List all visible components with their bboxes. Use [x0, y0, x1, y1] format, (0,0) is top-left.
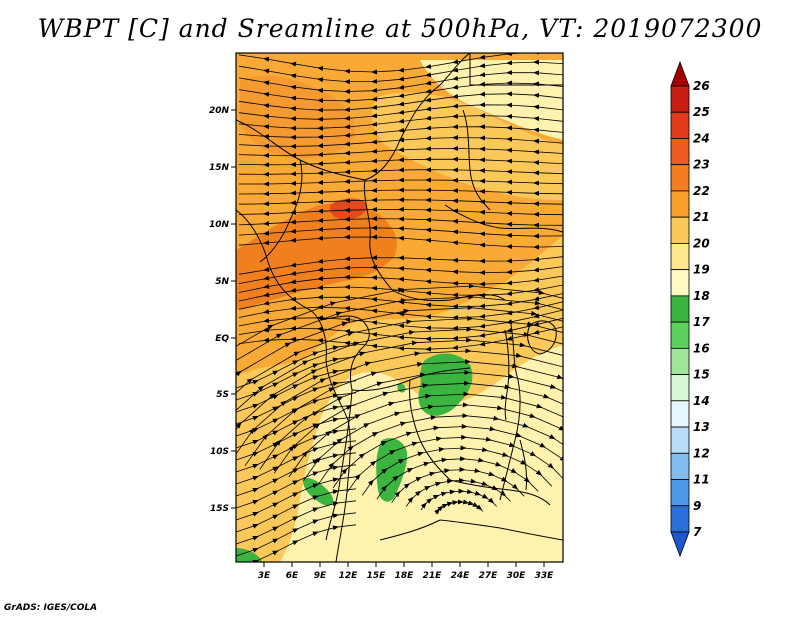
colorbar-label: 21: [693, 210, 710, 224]
lat-label-15s: 15S: [210, 504, 229, 514]
colorbar-segment: [670, 426, 690, 454]
border-line: [319, 315, 370, 391]
border-line: [444, 204, 563, 233]
lat-label-10s: 10S: [210, 447, 229, 457]
colorbar-segments: [670, 60, 690, 558]
border-line: [462, 109, 491, 211]
colorbar-segment: [670, 374, 690, 402]
colorbar-segment: [670, 216, 690, 244]
colorbar-segment: [670, 111, 690, 139]
colorbar-label: 20: [693, 236, 710, 250]
border-line: [379, 519, 441, 541]
lat-label-15n: 15N: [209, 163, 230, 173]
colorbar-label: 14: [693, 394, 710, 408]
streamline: [238, 187, 563, 197]
map-frame: [235, 52, 564, 563]
map-plot-area: [236, 53, 563, 562]
streamline: [239, 177, 563, 187]
colorbar-label: 26: [693, 79, 710, 93]
border-line: [449, 479, 551, 506]
lon-label-27e: 27E: [479, 571, 499, 581]
streamline: [252, 524, 357, 562]
colorbar-label: 11: [693, 473, 710, 487]
lat-label-eq: EQ: [215, 334, 229, 344]
longitude-axis: 3E 6E 9E 12E 15E 18E 21E 24E 27E 30E 33E: [258, 562, 554, 581]
colorbar-label: 16: [693, 341, 710, 355]
lat-label-5s: 5S: [216, 390, 229, 400]
border-line: [259, 159, 303, 263]
colorbar-label: 15: [693, 368, 710, 382]
colorbar-segment: [670, 243, 690, 271]
colorbar-label: 18: [693, 289, 710, 303]
lon-label-33e: 33E: [535, 571, 555, 581]
streamline: [238, 274, 563, 293]
lon-label-15e: 15E: [367, 571, 387, 581]
lon-label-3e: 3E: [258, 571, 271, 581]
colorbar-label: 25: [693, 105, 710, 119]
colorbar-label: 12: [693, 446, 710, 460]
colorbar-segment: [670, 85, 690, 113]
colorbar-segment: [670, 269, 690, 297]
colorbar-segment: [670, 190, 690, 218]
colorbar-segment: [670, 321, 690, 349]
streamline: [238, 197, 563, 207]
lat-label-20n: 20N: [209, 106, 230, 116]
colorbar-segment: [670, 479, 690, 507]
streamline: [238, 216, 563, 228]
lon-label-6e: 6E: [286, 571, 299, 581]
border-line: [325, 389, 353, 541]
colorbar-legend: 26 25 24 23 22 21 20 19 18 17 16 15 14 1…: [670, 60, 710, 558]
colorbar-segment: [670, 138, 690, 166]
country-borders: [236, 53, 563, 562]
latitude-axis: 20N 15N 10N 5N EQ 5S 10S 15S: [209, 106, 236, 514]
border-line: [409, 379, 451, 481]
streamline: [238, 264, 563, 284]
coastline: [236, 209, 351, 562]
colorbar-label: 19: [693, 263, 710, 277]
lake-outline: [527, 320, 557, 355]
lon-label-9e: 9E: [314, 571, 327, 581]
streamline: [238, 156, 563, 168]
colorbar-segment: [670, 295, 690, 323]
lon-label-18e: 18E: [395, 571, 415, 581]
colorbar-segment-top: [670, 60, 690, 87]
lake-outline: [519, 439, 527, 491]
colorbar-segment: [670, 347, 690, 375]
grads-credit: GrADS: IGES/COLA: [4, 603, 98, 613]
border-line: [439, 519, 563, 541]
colorbar-label: 7: [693, 525, 702, 539]
border-line: [391, 289, 506, 302]
colorbar-segment: [670, 452, 690, 480]
streamline: [236, 283, 563, 400]
colorbar-segment-bottom: [670, 531, 690, 558]
border-line: [363, 179, 393, 291]
colorbar-label: 22: [693, 184, 710, 198]
streamline: [238, 234, 563, 250]
border-line: [499, 319, 521, 501]
lon-label-24e: 24E: [451, 571, 471, 581]
lon-label-12e: 12E: [339, 571, 359, 581]
colorbar-segment: [670, 505, 690, 533]
lake-outline: [504, 329, 510, 421]
streamline: [238, 167, 563, 177]
map-title: WBPT [C] and Sreamline at 500hPa, VT: 20…: [37, 14, 763, 43]
lon-label-21e: 21E: [423, 571, 443, 581]
colorbar-label: 24: [693, 131, 710, 145]
colorbar-label: 9: [693, 499, 701, 513]
colorbar-segment: [670, 164, 690, 192]
colorbar-label: 13: [693, 420, 710, 434]
colorbar-label: 23: [693, 158, 710, 172]
lon-label-30e: 30E: [507, 571, 527, 581]
border-line: [364, 53, 471, 181]
lat-label-10n: 10N: [209, 220, 230, 230]
colorbar-labels: 26 25 24 23 22 21 20 19 18 17 16 15 14 1…: [693, 79, 710, 539]
colorbar-segment: [670, 400, 690, 428]
colorbar-label: 17: [693, 315, 710, 329]
lat-label-5n: 5N: [215, 277, 229, 287]
